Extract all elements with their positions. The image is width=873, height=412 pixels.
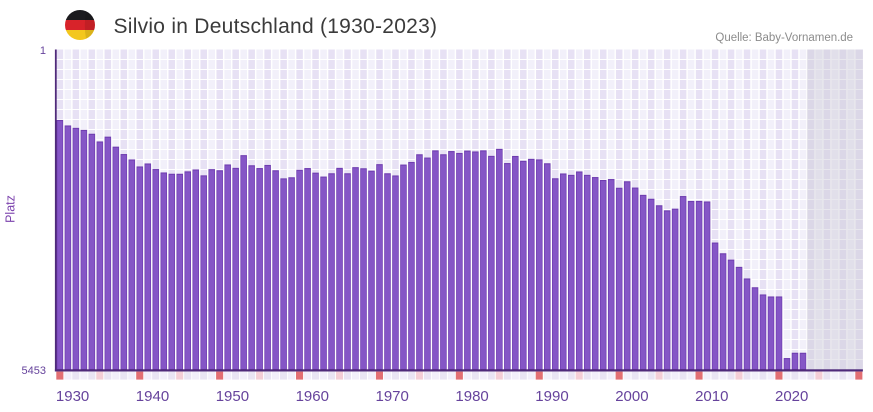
svg-text:Quelle: Baby-Vornamen.de: Quelle: Baby-Vornamen.de — [715, 32, 853, 44]
svg-text:1960: 1960 — [296, 388, 329, 405]
svg-text:1930: 1930 — [56, 388, 89, 405]
svg-text:2010: 2010 — [695, 388, 728, 405]
svg-text:2000: 2000 — [615, 388, 648, 405]
svg-text:Silvio in Deutschland (1930-20: Silvio in Deutschland (1930-2023) — [114, 15, 438, 38]
svg-text:5453: 5453 — [22, 365, 46, 377]
svg-text:1940: 1940 — [136, 388, 169, 405]
svg-text:Platz: Platz — [4, 195, 18, 223]
svg-text:1990: 1990 — [535, 388, 568, 405]
svg-text:1980: 1980 — [455, 388, 488, 405]
svg-text:1970: 1970 — [376, 388, 409, 405]
svg-text:1: 1 — [40, 45, 46, 57]
svg-text:2020: 2020 — [775, 388, 808, 405]
svg-text:1950: 1950 — [216, 388, 249, 405]
